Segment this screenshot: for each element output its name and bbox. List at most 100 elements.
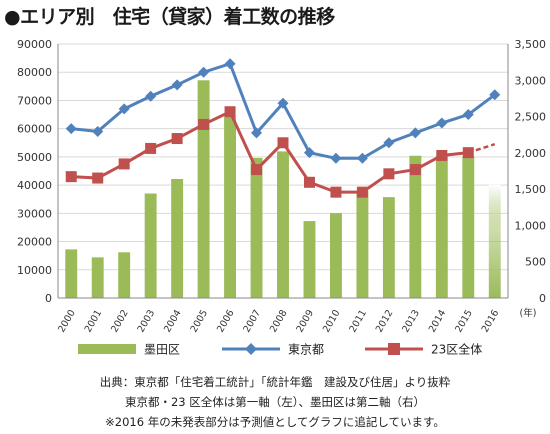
x-tick-label: 2004	[162, 308, 184, 334]
y-left-tick-label: 0	[45, 292, 52, 305]
tokyo-point-2005	[198, 66, 210, 78]
bar-2012	[382, 197, 395, 298]
y-right-tick-label: 2,000	[515, 147, 547, 160]
legend-swatch-bar	[78, 344, 136, 354]
axis-note: 東京都・23 区全体は第一軸（左）、墨田区は第二軸（右）	[124, 395, 426, 409]
y-right-tick-label: 3,000	[515, 74, 547, 87]
ward23-point-2001	[92, 172, 104, 184]
tokyo-point-2003	[145, 90, 157, 102]
y-left-tick-label: 90000	[17, 38, 52, 51]
bar-2007	[250, 157, 263, 298]
tokyo-point-2000	[65, 123, 77, 135]
legend-label: 東京都	[288, 343, 324, 357]
ward23-point-2015	[462, 147, 474, 159]
y-left-tick-label: 70000	[17, 94, 52, 107]
x-tick-label: 2012	[374, 308, 396, 334]
bar-2000	[65, 249, 78, 298]
x-tick-label: 2007	[242, 308, 264, 334]
legend: 墨田区 東京都 23区全体	[78, 342, 482, 357]
bar-2010	[329, 213, 342, 298]
tokyo-point-2010	[330, 152, 342, 164]
tokyo-point-2013	[409, 127, 421, 139]
tokyo-point-2001	[92, 125, 104, 137]
bar-2004	[171, 178, 184, 298]
bar-2013	[409, 155, 422, 298]
ward23-point-2014	[436, 149, 448, 161]
bar-2005	[197, 80, 210, 299]
x-tick-label: 2001	[83, 308, 105, 334]
ward23-point-2008	[277, 137, 289, 149]
bar-2002	[118, 252, 131, 298]
tokyo-point-2002	[118, 103, 130, 115]
chart-title: ●エリア別 住宅（貸家）着工数の推移	[4, 6, 335, 28]
bar-2001	[91, 257, 104, 298]
ward23-point-2013	[409, 164, 421, 176]
bar-2009	[303, 221, 316, 298]
y-left-tick-label: 10000	[17, 264, 52, 277]
tokyo-point-2007	[251, 127, 263, 139]
bar-2014	[435, 155, 448, 298]
bar-2011	[356, 190, 369, 298]
x-tick-label: 2014	[427, 308, 449, 334]
legend-marker-diamond	[245, 343, 257, 355]
ward23-point-2002	[118, 158, 130, 170]
y-right-tick-label: 2,500	[515, 111, 547, 124]
x-tick-label: 2006	[215, 308, 237, 334]
y-right-tick-label: 1,500	[515, 183, 547, 196]
y-right-tick-label: 1,000	[515, 219, 547, 232]
bar-2006	[224, 116, 237, 298]
source-note: 出典：東京都「住宅着工統計」「統計年鑑 建設及び住居」より抜粋	[99, 375, 451, 389]
tokyo-point-2015	[462, 109, 474, 121]
ward23-point-2009	[303, 176, 315, 188]
x-tick-label: 2005	[189, 308, 211, 334]
tokyo-point-2006	[224, 58, 236, 70]
y-left-tick-label: 40000	[17, 179, 52, 192]
x-tick-label: 2010	[321, 308, 343, 334]
tokyo-point-2012	[383, 137, 395, 149]
ward23-point-2005	[198, 118, 210, 130]
x-tick-label: 2009	[294, 308, 316, 334]
ward23-point-2004	[171, 133, 183, 145]
bar-2015	[462, 156, 475, 298]
y-left-tick-label: 30000	[17, 207, 52, 220]
tokyo-point-2009	[303, 147, 315, 159]
x-tick-label: 2013	[400, 308, 422, 334]
tokyo-point-2008	[277, 97, 289, 109]
bar-2003	[144, 193, 157, 298]
x-tick-label: 2000	[56, 308, 78, 334]
y-left-tick-label: 80000	[17, 66, 52, 79]
x-tick-label: 2003	[136, 308, 158, 334]
line-series	[65, 58, 501, 198]
ward23-point-2010	[330, 186, 342, 198]
y-left-tick-label: 20000	[17, 236, 52, 249]
x-tick-label: 2011	[347, 308, 369, 334]
ward23-point-2006	[224, 106, 236, 118]
x-tick-label: 2016	[480, 308, 502, 334]
bar-series	[65, 80, 501, 299]
legend-label: 墨田区	[144, 343, 180, 357]
bar-2016	[488, 184, 501, 298]
ward23-point-2007	[251, 164, 263, 176]
x-tick-label: 2015	[453, 308, 475, 334]
tokyo-point-2004	[171, 79, 183, 91]
forecast-note: ※2016 年の未発表部分は予測値としてグラフに追記しています。	[105, 415, 445, 429]
ward23-line	[71, 109, 469, 194]
x-unit-label: (年)	[520, 307, 537, 319]
ward23-point-2000	[65, 171, 77, 183]
y-right-tick-label: 0	[539, 292, 546, 305]
legend-marker-square	[388, 343, 400, 355]
y-left-tick-label: 50000	[17, 151, 52, 164]
ward23-point-2003	[145, 142, 157, 154]
tokyo-point-2016	[489, 89, 501, 101]
bar-2008	[277, 151, 289, 298]
legend-label: 23区全体	[431, 342, 482, 357]
x-tick-label: 2008	[268, 308, 290, 334]
x-tick-label: 2002	[109, 308, 131, 334]
y-right-tick-label: 500	[525, 256, 546, 269]
y-left-tick-label: 60000	[17, 123, 52, 136]
y-right-tick-label: 3,500	[515, 38, 547, 51]
ward23-point-2012	[383, 168, 395, 180]
tokyo-point-2011	[356, 152, 368, 164]
ward23-point-2011	[356, 186, 368, 198]
